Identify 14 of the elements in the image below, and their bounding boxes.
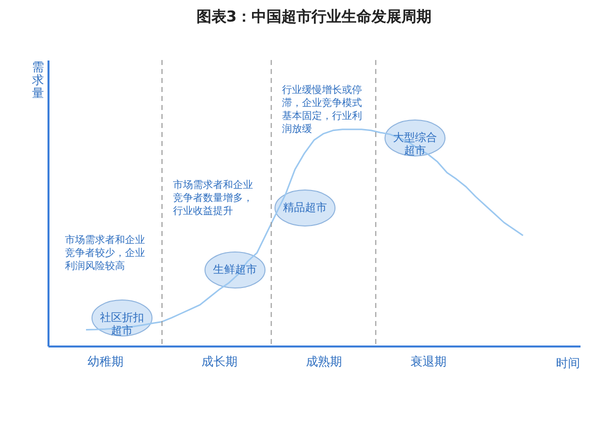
annotation: 行业缓慢增长或停滞，企业竞争模式基本固定，行业利润放缓 bbox=[282, 84, 362, 135]
x-tick-label: 幼稚期 bbox=[88, 354, 124, 368]
annotation: 精品超市 bbox=[283, 201, 327, 214]
annotation: 社区折扣超市 bbox=[100, 311, 144, 337]
x-axis-title: 时间 bbox=[556, 356, 580, 370]
annotation: 大型综合超市 bbox=[393, 131, 437, 157]
y-axis-title: 需求量 bbox=[32, 60, 44, 100]
annotation: 市场需求者和企业竞争者较少，企业利润风险较高 bbox=[65, 234, 145, 272]
chart-title: 图表3：中国超市行业生命发展周期 bbox=[196, 8, 432, 26]
x-tick-label: 衰退期 bbox=[410, 354, 446, 368]
annotation: 生鲜超市 bbox=[213, 263, 257, 276]
annotation: 市场需求者和企业竞争者数量增多，行业收益提升 bbox=[173, 179, 253, 217]
x-tick-label: 成长期 bbox=[202, 354, 238, 368]
x-tick-label: 成熟期 bbox=[306, 354, 342, 368]
